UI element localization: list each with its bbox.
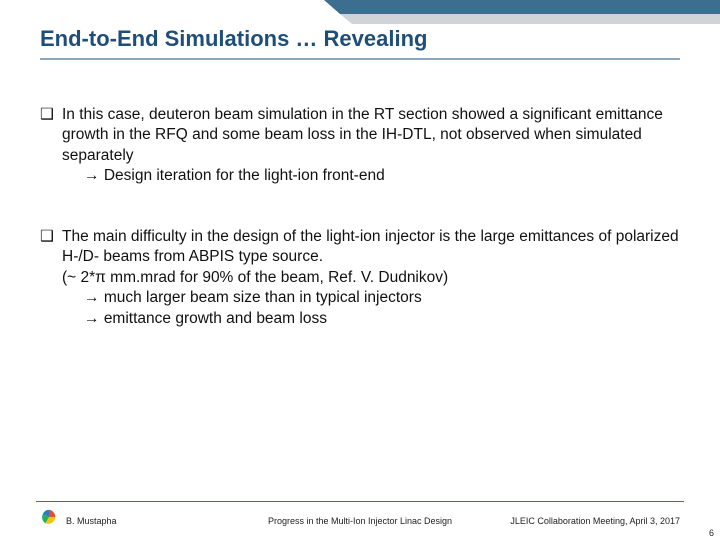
bullet-sub: → Design iteration for the light-ion fro… xyxy=(62,166,680,186)
bullet-sub: → emittance growth and beam loss xyxy=(62,309,680,329)
bullet-text: The main difficulty in the design of the… xyxy=(62,227,680,329)
content-area: ❑ In this case, deuteron beam simulation… xyxy=(40,105,680,369)
slide-title: End-to-End Simulations … Revealing xyxy=(40,26,427,52)
bullet-lead: The main difficulty in the design of the… xyxy=(62,228,679,265)
checkbox-icon: ❑ xyxy=(40,227,62,329)
page-number: 6 xyxy=(709,528,714,538)
bullet-lead2: (~ 2*π mm.mrad for 90% of the beam, Ref.… xyxy=(62,269,448,286)
bullet-lead: In this case, deuteron beam simulation i… xyxy=(62,106,663,164)
bullet-item: ❑ The main difficulty in the design of t… xyxy=(40,227,680,329)
checkbox-icon: ❑ xyxy=(40,105,62,187)
bullet-item: ❑ In this case, deuteron beam simulation… xyxy=(40,105,680,187)
sub-text: emittance growth and beam loss xyxy=(104,310,327,327)
slide: End-to-End Simulations … Revealing ❑ In … xyxy=(0,0,720,540)
sub-text: much larger beam size than in typical in… xyxy=(104,289,422,306)
header-bar-blue xyxy=(340,0,720,14)
footer-right: JLEIC Collaboration Meeting, April 3, 20… xyxy=(510,516,680,526)
title-underline xyxy=(40,58,680,60)
sub-text: Design iteration for the light-ion front… xyxy=(104,167,385,184)
bullet-text: In this case, deuteron beam simulation i… xyxy=(62,105,680,187)
header-bar-gray xyxy=(352,14,720,24)
footer-rule xyxy=(36,501,684,503)
bullet-sub: → much larger beam size than in typical … xyxy=(62,288,680,308)
